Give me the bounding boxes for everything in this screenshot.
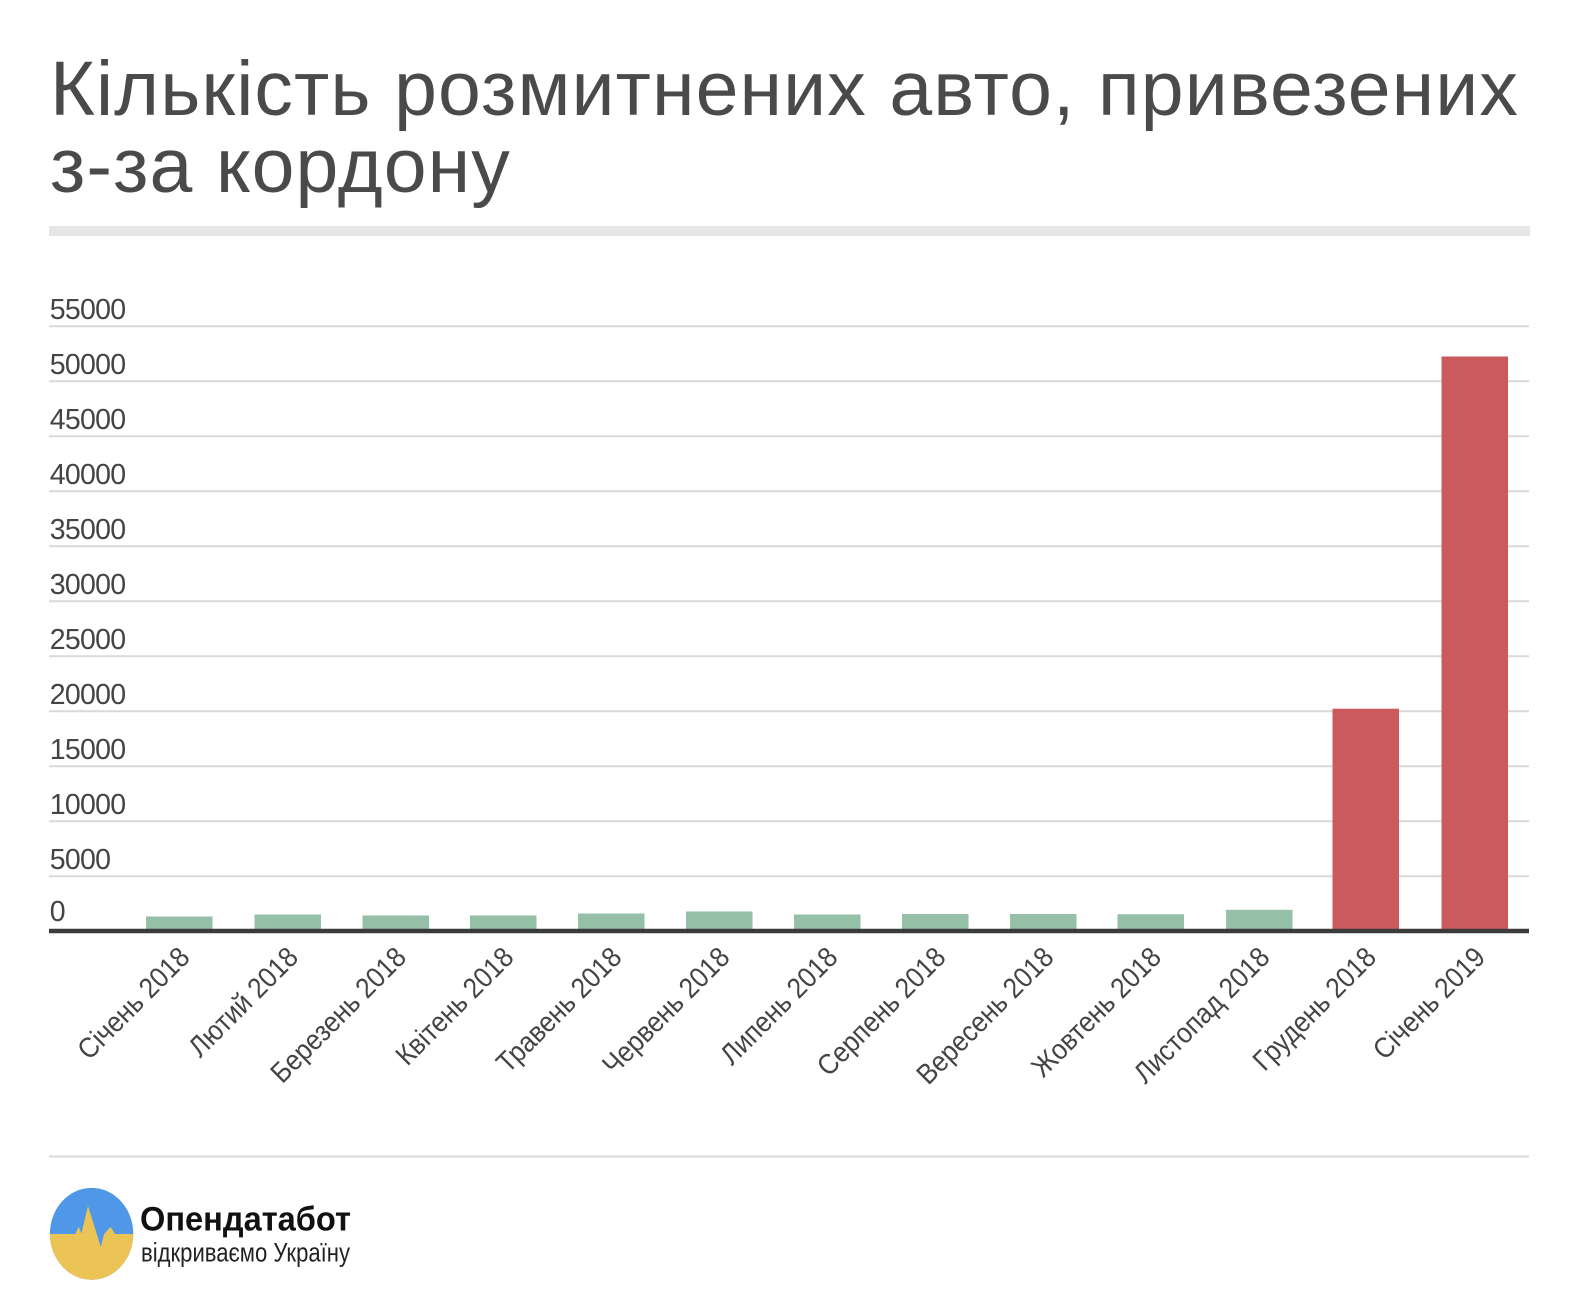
svg-text:30000: 30000 xyxy=(50,569,126,601)
svg-text:10000: 10000 xyxy=(50,789,126,821)
svg-text:0: 0 xyxy=(50,896,65,928)
svg-text:40000: 40000 xyxy=(50,459,126,491)
svg-text:15000: 15000 xyxy=(50,734,126,766)
svg-text:відкриваємо Україну: відкриваємо Україну xyxy=(141,1238,350,1268)
svg-text:Січень 2018: Січень 2018 xyxy=(71,941,196,1066)
svg-text:Опендатабот: Опендатабот xyxy=(140,1200,351,1238)
svg-text:55000: 55000 xyxy=(50,294,126,326)
svg-text:25000: 25000 xyxy=(50,624,126,656)
svg-text:5000: 5000 xyxy=(50,844,110,876)
svg-text:50000: 50000 xyxy=(50,349,126,381)
svg-text:Січень 2019: Січень 2019 xyxy=(1367,941,1492,1066)
svg-text:20000: 20000 xyxy=(50,679,126,711)
svg-text:35000: 35000 xyxy=(50,514,126,546)
svg-text:45000: 45000 xyxy=(50,404,126,436)
